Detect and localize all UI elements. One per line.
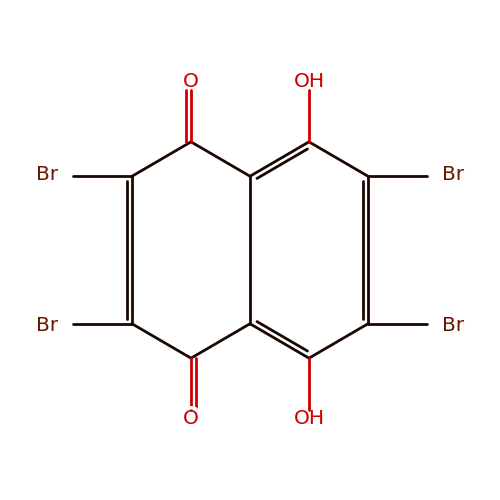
Text: Br: Br: [26, 312, 58, 338]
Text: OH: OH: [288, 68, 331, 94]
Text: Br: Br: [442, 165, 464, 184]
Text: OH: OH: [288, 406, 331, 431]
Text: Br: Br: [36, 316, 59, 335]
Text: Br: Br: [442, 162, 474, 188]
Text: O: O: [183, 409, 199, 428]
Text: Br: Br: [442, 312, 474, 338]
Text: O: O: [180, 406, 202, 431]
Text: O: O: [183, 72, 199, 91]
Text: Br: Br: [442, 316, 464, 335]
Text: O: O: [180, 68, 202, 94]
Text: OH: OH: [294, 72, 324, 91]
Text: OH: OH: [294, 409, 324, 428]
Text: Br: Br: [36, 165, 59, 184]
Text: Br: Br: [26, 162, 58, 188]
